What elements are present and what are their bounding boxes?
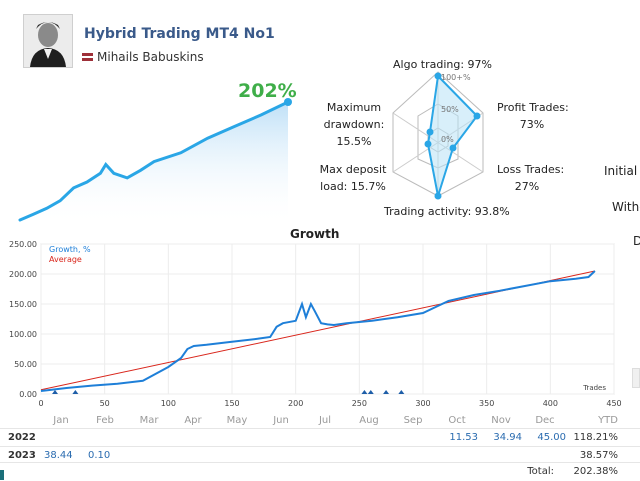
month-header: Jan	[53, 415, 69, 426]
author-avatar[interactable]	[23, 14, 73, 68]
deposit-marker	[383, 390, 390, 394]
x-tick-label: 0	[38, 399, 43, 408]
withdrawals-label: Witho	[612, 200, 640, 214]
x-tick-label: 300	[415, 399, 430, 408]
radar-label-loss-value: 27%	[514, 180, 540, 193]
radar-label-deposit-title: Max deposit	[319, 163, 387, 176]
x-tick-label: 100	[161, 399, 176, 408]
month-header: Nov	[491, 415, 511, 426]
month-header-row: Jan Feb Mar Apr May Jun Jul Aug Sep Oct Nov Dec YTD	[0, 412, 640, 430]
month-header: Feb	[96, 415, 114, 426]
deposits-label: D	[633, 234, 640, 248]
x-tick-label: 50	[100, 399, 110, 408]
legend-growth: Growth, %	[49, 245, 91, 254]
radar-label-activity: Trading activity: 93.8%	[384, 205, 510, 218]
month-value[interactable]: 0.10	[88, 450, 111, 461]
month-header: Sep	[403, 415, 423, 426]
radar-label-loss-title: Loss Trades:	[497, 163, 565, 176]
ytd-header: YTD	[598, 415, 618, 426]
y-tick-label: 100.00	[9, 330, 37, 339]
deposit-marker	[398, 390, 405, 394]
year-row: 2023 38.44 0.10 38.57%	[0, 446, 640, 465]
radar-label-drawdown: Maximum drawdown: 15.5%	[322, 99, 386, 150]
initial-deposit-label: Initial	[604, 164, 638, 178]
month-header: Apr	[184, 415, 202, 426]
x-tick-label: 250	[352, 399, 367, 408]
radar-label-drawdown-sub: drawdown:	[323, 118, 385, 131]
radar-label-drawdown-title: Maximum	[326, 101, 382, 114]
x-tick-label: 350	[479, 399, 494, 408]
month-header: Mar	[139, 415, 159, 426]
growth-chart: 0 50 100 150 200 250 300 350 400 450 0.00 50.00 100.…	[9, 240, 622, 408]
year-label: 2023	[8, 450, 36, 461]
radar-label-deposit-value: load: 15.7%	[320, 180, 386, 193]
x-tick-label: 400	[543, 399, 558, 408]
radar-label-algo: Algo trading: 97%	[393, 58, 493, 71]
growth-sparkline	[18, 98, 292, 226]
radar-label-profit-value: 73%	[519, 118, 545, 131]
x-tick-label: 450	[606, 399, 621, 408]
x-axis-label: Trades	[582, 384, 606, 392]
radar-point-algo	[434, 72, 442, 80]
radar-ring-0-label: 0%	[441, 135, 454, 144]
growth-line	[40, 270, 596, 392]
legend-average: Average	[49, 255, 82, 264]
radar-point-profit	[473, 112, 481, 120]
month-value[interactable]: 34.94	[493, 432, 522, 443]
deposit-marker	[52, 390, 59, 394]
total-gain: 202%	[238, 80, 297, 102]
total-row: Total: 202.38%	[0, 462, 640, 481]
radar-label-drawdown-value: 15.5%	[336, 135, 372, 148]
total-value: 202.38%	[573, 466, 619, 477]
y-tick-label: 0.00	[19, 390, 37, 399]
radar-label-deposit: Max deposit load: 15.7%	[319, 161, 387, 195]
month-header: Jun	[273, 415, 289, 426]
y-tick-label: 150.00	[9, 300, 37, 309]
sparkline-line	[18, 100, 290, 222]
deposit-marker	[367, 390, 374, 394]
month-value[interactable]: 45.00	[537, 432, 566, 443]
radar-label-loss: Loss Trades: 27%	[497, 161, 565, 195]
y-tick-label: 200.00	[9, 270, 37, 279]
y-tick-label: 250.00	[9, 240, 37, 249]
author-line: Mihails Babuskins	[82, 50, 204, 64]
x-tick-label: 150	[224, 399, 239, 408]
month-header: Oct	[448, 415, 466, 426]
author-name[interactable]: Mihails Babuskins	[97, 50, 204, 64]
x-tick-label: 200	[288, 399, 303, 408]
growth-title: Growth	[290, 227, 340, 241]
radar-ring-50-label: 50%	[441, 105, 459, 114]
deposit-marker	[72, 390, 79, 394]
year-ytd: 38.57%	[579, 450, 618, 461]
radar-point-deposit	[424, 140, 432, 148]
side-panel-tab[interactable]	[632, 368, 640, 388]
deposit-marker	[361, 390, 368, 394]
radar-chart: 100+% 50% 0%	[392, 71, 484, 200]
year-row: 2022 11.53 34.94 45.00 118.21%	[0, 428, 640, 447]
latvia-flag-icon	[82, 53, 93, 61]
radar-label-profit: Profit Trades: 73%	[497, 99, 569, 133]
radar-ring-100-label: 100+%	[441, 73, 471, 82]
left-edge-marker	[0, 470, 4, 480]
radar-point-loss	[449, 144, 457, 152]
avatar-portrait-icon	[24, 15, 72, 67]
year-ytd: 118.21%	[573, 432, 619, 443]
sparkline-endpoint	[284, 98, 292, 106]
month-header: Dec	[535, 415, 555, 426]
radar-label-profit-title: Profit Trades:	[497, 101, 569, 114]
year-label: 2022	[8, 432, 36, 443]
radar-point-activity	[434, 192, 442, 200]
month-header: May	[226, 415, 248, 426]
y-tick-label: 50.00	[14, 360, 37, 369]
month-value[interactable]: 11.53	[449, 432, 478, 443]
month-value[interactable]: 38.44	[44, 450, 73, 461]
radar-point-drawdown	[426, 128, 434, 136]
month-header: Jul	[318, 415, 332, 426]
month-header: Aug	[359, 415, 379, 426]
total-label: Total:	[527, 466, 554, 477]
product-title[interactable]: Hybrid Trading MT4 No1	[84, 26, 275, 42]
